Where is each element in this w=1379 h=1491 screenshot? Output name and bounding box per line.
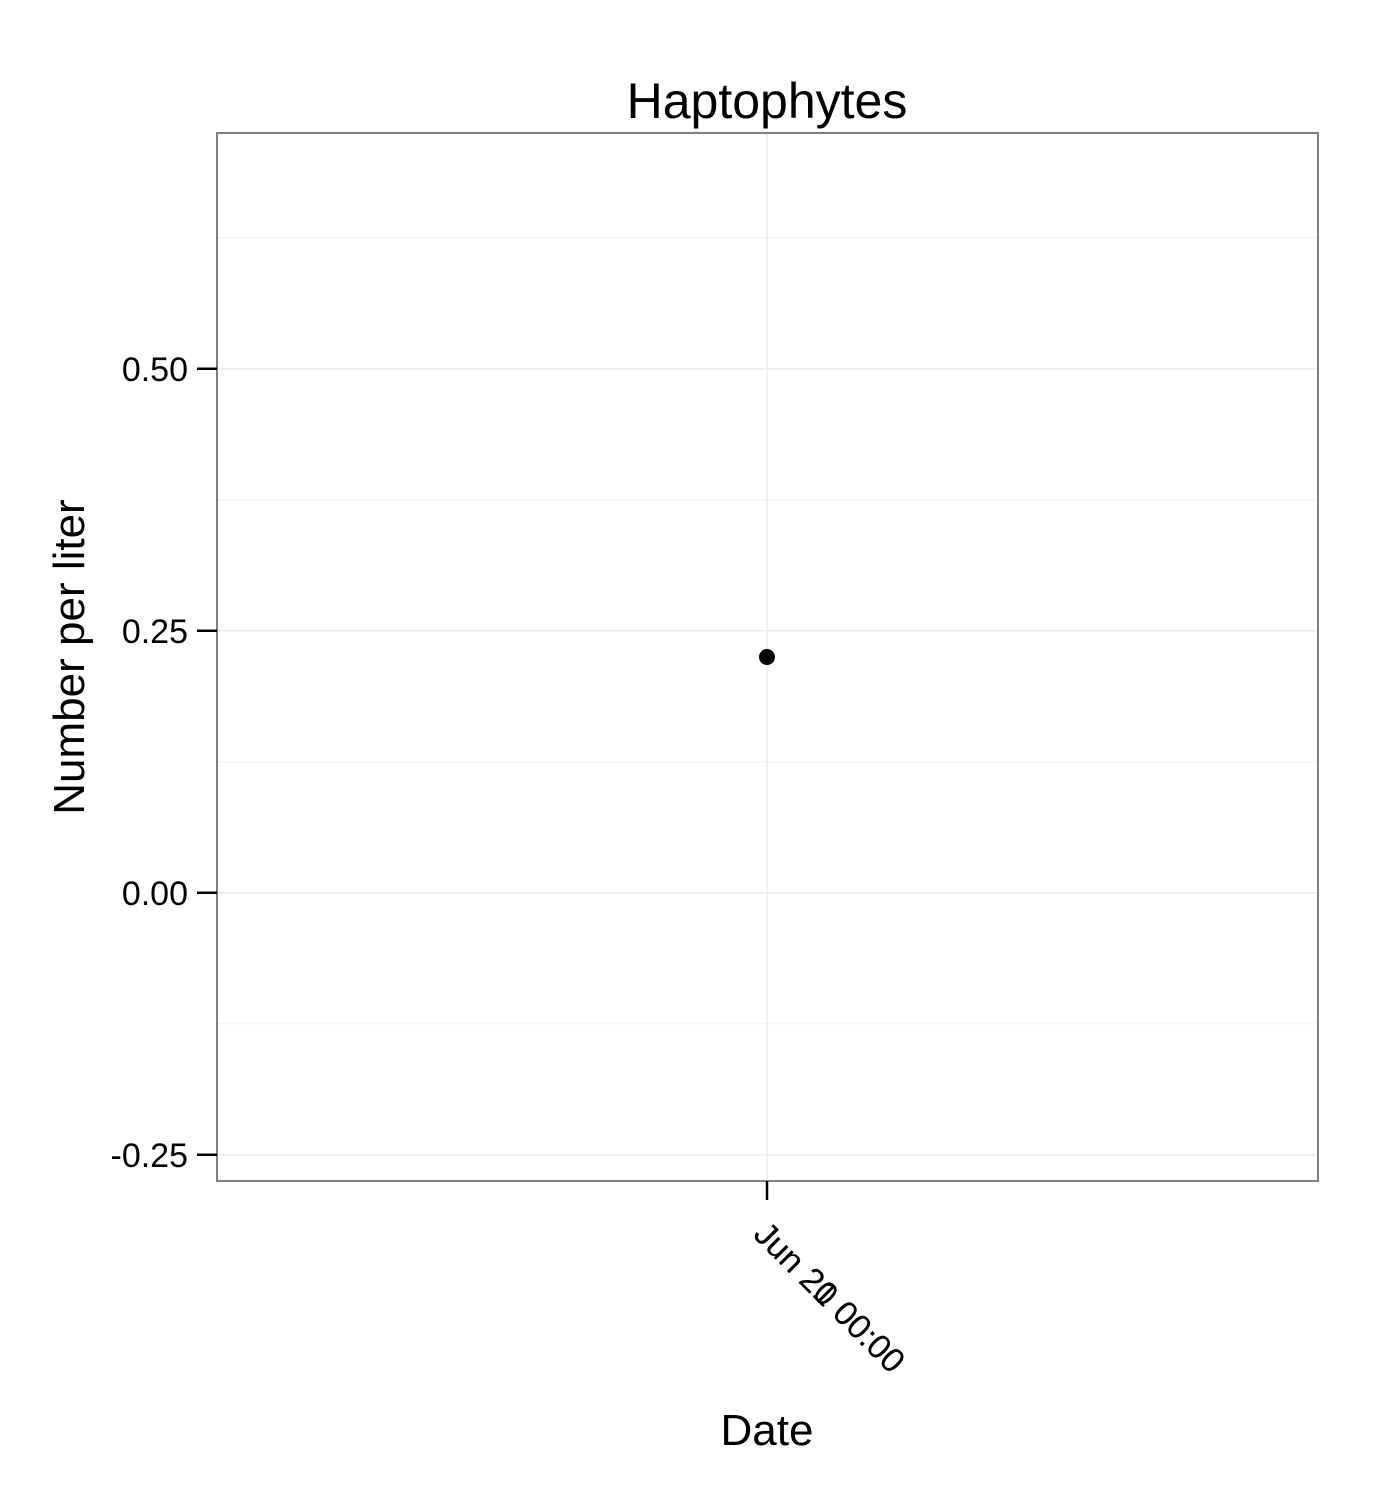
- y-axis-title: Number per liter: [45, 499, 94, 814]
- y-tick-label: 0.25: [122, 613, 188, 651]
- y-tick-label: 0.00: [122, 875, 188, 913]
- data-points: [759, 649, 775, 665]
- data-point: [759, 649, 775, 665]
- y-tick-label: -0.25: [111, 1137, 189, 1175]
- y-tick-label: 0.50: [122, 351, 188, 389]
- major-gridlines: [217, 133, 1318, 1181]
- chart-title: Haptophytes: [627, 73, 908, 129]
- x-axis-title: Date: [721, 1406, 814, 1455]
- y-axis: -0.25 0.00 0.25 0.50: [111, 351, 217, 1175]
